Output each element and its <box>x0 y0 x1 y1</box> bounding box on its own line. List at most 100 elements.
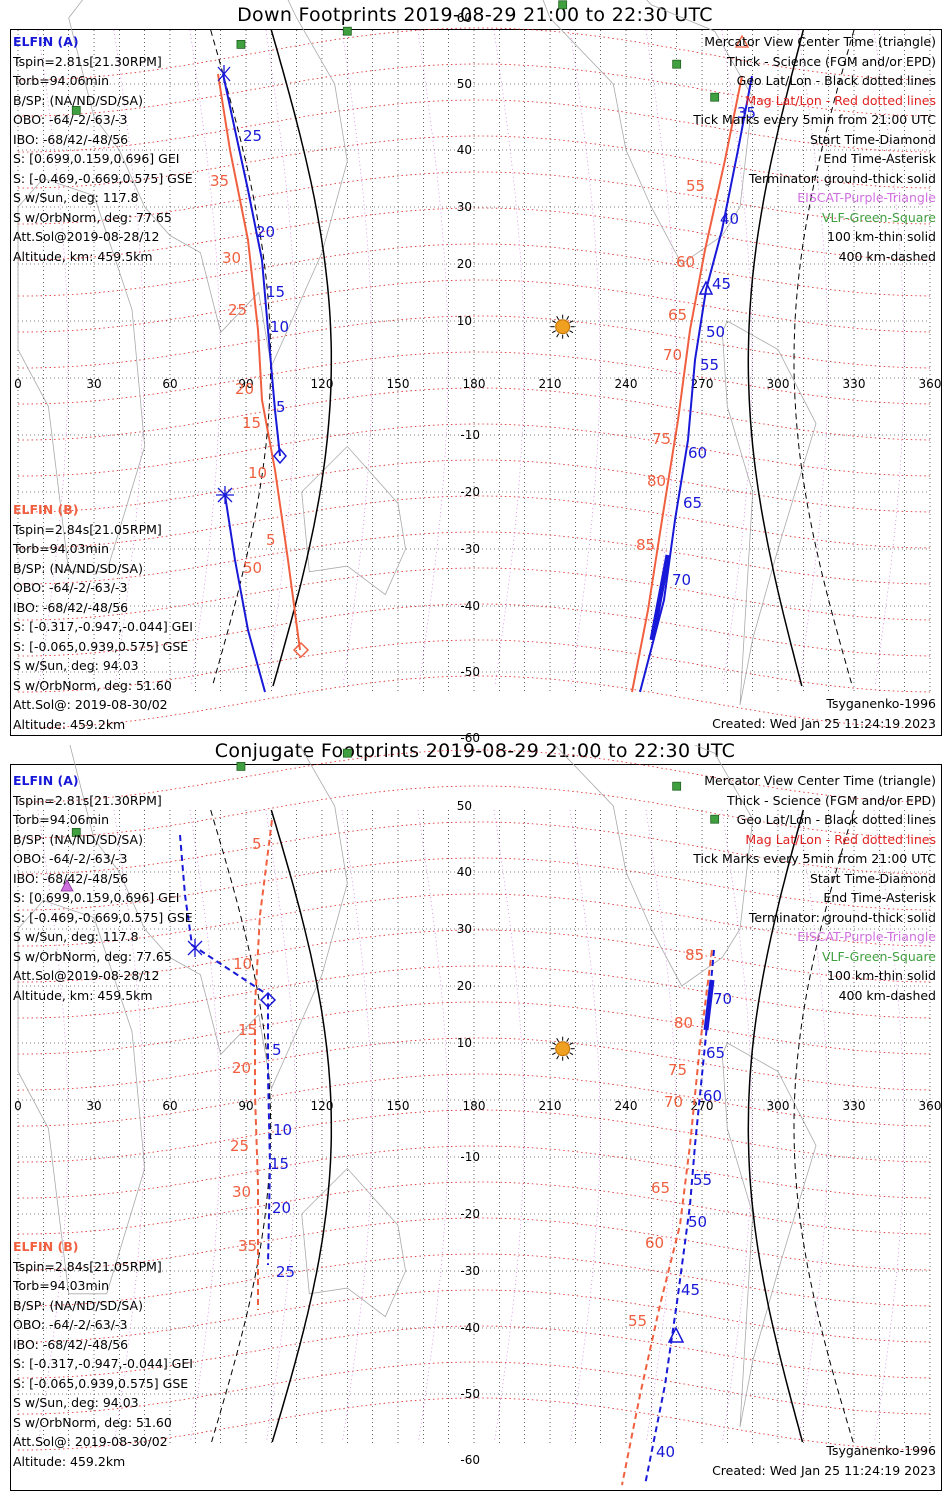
eiscat-triangle <box>60 879 74 892</box>
mag-parallel <box>18 1145 931 1199</box>
sun-ray <box>569 1052 574 1056</box>
created-label: Created: Wed Jan 25 11:24:19 2023 <box>712 716 936 731</box>
elfin-b-tick-label: 25 <box>228 301 247 319</box>
coastline <box>721 1042 817 1428</box>
lat-tick-label: -50 <box>460 665 480 679</box>
elfin-b-tick-label: 55 <box>686 177 705 195</box>
legend-item: Mercator View Center Time (triangle) <box>704 773 936 788</box>
mag-meridian <box>341 29 373 687</box>
conjugate-footprints-panel: Conjugate Footprints 2019-08-29 21:00 to… <box>0 740 950 1500</box>
legend-item: Geo Lat/Lon - Black dotted lines <box>736 73 936 88</box>
elfin-b-tick-label: 85 <box>685 946 704 964</box>
geo-grid <box>17 810 931 1445</box>
mag-meridian <box>417 809 449 1443</box>
sun-ray <box>552 1042 556 1046</box>
sun-ray <box>556 333 560 338</box>
coastlines <box>17 0 817 706</box>
elfin-b-track <box>254 819 273 1310</box>
elfin-a-info: ELFIN (A) Tspin=2.81s[21.30RPM] Torb=94.0… <box>13 32 193 266</box>
lat-tick-label: -50 <box>460 1387 480 1401</box>
elfin-a-tick-label: 15 <box>266 283 285 301</box>
mag-parallel <box>18 99 931 153</box>
elfin-a-tick-label: 20 <box>272 1199 291 1217</box>
lat-tick-label: -30 <box>460 1264 480 1278</box>
elfin-b-info: ELFIN (B) Tspin=2.84s[21.05RPM] Torb=94.0… <box>13 500 193 734</box>
lat-tick-label: 50 <box>457 77 472 91</box>
elfin-b-tick-label: 70 <box>663 346 682 364</box>
elfin-a-header: ELFIN (A) <box>13 773 79 788</box>
elfin-b-tick-label: 50 <box>243 559 262 577</box>
sun-icon <box>550 314 575 339</box>
elfin-b-info: ELFIN (B) Tspin=2.84s[21.05RPM] Torb=94.0… <box>13 1237 193 1471</box>
info-line: B/SP: (NA/ND/SD/SA) <box>13 1297 143 1313</box>
mag-parallel <box>18 495 931 549</box>
lon-tick-label: 150 <box>387 1099 410 1113</box>
mag-parallel <box>18 1037 931 1091</box>
vlf-station-square <box>342 748 352 758</box>
mag-meridian <box>189 29 221 687</box>
info-line: S: [-0.065,0.939,0.575] GSE <box>13 1375 189 1391</box>
legend-item: Mercator View Center Time (triangle) <box>704 34 936 49</box>
elfin-b-tick-label: 30 <box>222 249 241 267</box>
lon-tick-label: 60 <box>162 1099 177 1113</box>
start-diamond <box>292 641 310 659</box>
mag-parallel <box>18 63 931 117</box>
panel-frame <box>10 29 942 736</box>
elfin-a-tick-label: 60 <box>703 1087 722 1105</box>
elfin-b-tick-label: 35 <box>210 172 229 190</box>
elfin-a-info: ELFIN (A) Tspin=2.81s[21.30RPM] Torb=94.0… <box>13 771 193 1005</box>
coastline <box>69 745 348 1090</box>
vlf-station-square <box>710 92 720 102</box>
view-center-triangle <box>698 280 714 295</box>
mag-parallel <box>18 279 931 333</box>
elfin-b-tick-label: 15 <box>238 1021 257 1039</box>
elfin-a-track <box>222 73 281 457</box>
info-line: B/SP: (NA/ND/SD/SA) <box>13 92 143 108</box>
vlf-station-square <box>236 761 246 771</box>
info-line: S: [-0.317,-0.947,-0.044] GEI <box>13 1356 193 1371</box>
elfin-a-tick-label: 40 <box>720 210 739 228</box>
lon-tick-label: 270 <box>691 1099 714 1113</box>
vlf-station-square <box>672 59 682 69</box>
model-label: Tsyganenko-1996 <box>826 696 936 711</box>
mag-meridian <box>493 29 525 687</box>
terminator-ground <box>270 809 333 1443</box>
elfin-b-header: ELFIN (B) <box>13 1239 79 1254</box>
coastline <box>554 745 754 987</box>
elfin-a-track <box>639 75 753 693</box>
lat-tick-label: 40 <box>457 143 472 157</box>
view-center-triangle <box>734 34 750 48</box>
terminator-400km <box>210 809 272 1443</box>
terminator-400km <box>793 29 855 687</box>
info-line: S: [-0.469,-0.669,0.575] GSE <box>13 170 193 186</box>
elfin-b-tick-label: 10 <box>248 464 267 482</box>
vlf-station-square <box>236 40 246 49</box>
elfin-b-lines: Tspin=2.84s[21.05RPM] Torb=94.03min B/SP: … <box>13 520 193 735</box>
mag-parallel <box>18 171 931 225</box>
coastline <box>17 178 146 573</box>
info-line: Torb=94.03min <box>13 541 110 556</box>
lon-tick-label: 90 <box>238 1099 253 1113</box>
lat-tick-label: -40 <box>460 599 480 613</box>
mag-parallel <box>18 1325 931 1379</box>
elfin-a-track <box>179 834 272 1266</box>
elfin-b-tick-label: 80 <box>647 472 666 490</box>
elfin-b-tick-label: 20 <box>235 380 254 398</box>
mag-parallel <box>18 965 931 1019</box>
sun-ray <box>552 1052 556 1056</box>
lat-tick-label: 50 <box>457 799 472 813</box>
lon-tick-label: 240 <box>615 1099 638 1113</box>
info-line: Torb=94.06min <box>13 73 110 88</box>
sun-ray <box>569 320 574 324</box>
legend-item: Terminator: ground-thick solid <box>748 170 936 186</box>
elfin-b-tick-label: 25 <box>230 1137 249 1155</box>
mag-parallel <box>18 603 931 657</box>
lon-tick-label: 300 <box>767 1099 790 1113</box>
legend-item: End Time-Asterisk <box>823 890 936 905</box>
elfin-a-tick-label: 10 <box>270 318 289 336</box>
info-line: Torb=94.03min <box>13 1278 110 1293</box>
info-line: S: [-0.469,-0.669,0.575] GSE <box>13 909 193 925</box>
mag-parallel <box>18 1109 931 1163</box>
info-line: S w/Sun, deg: 94.03 <box>13 1395 139 1410</box>
mag-parallel <box>18 459 931 513</box>
